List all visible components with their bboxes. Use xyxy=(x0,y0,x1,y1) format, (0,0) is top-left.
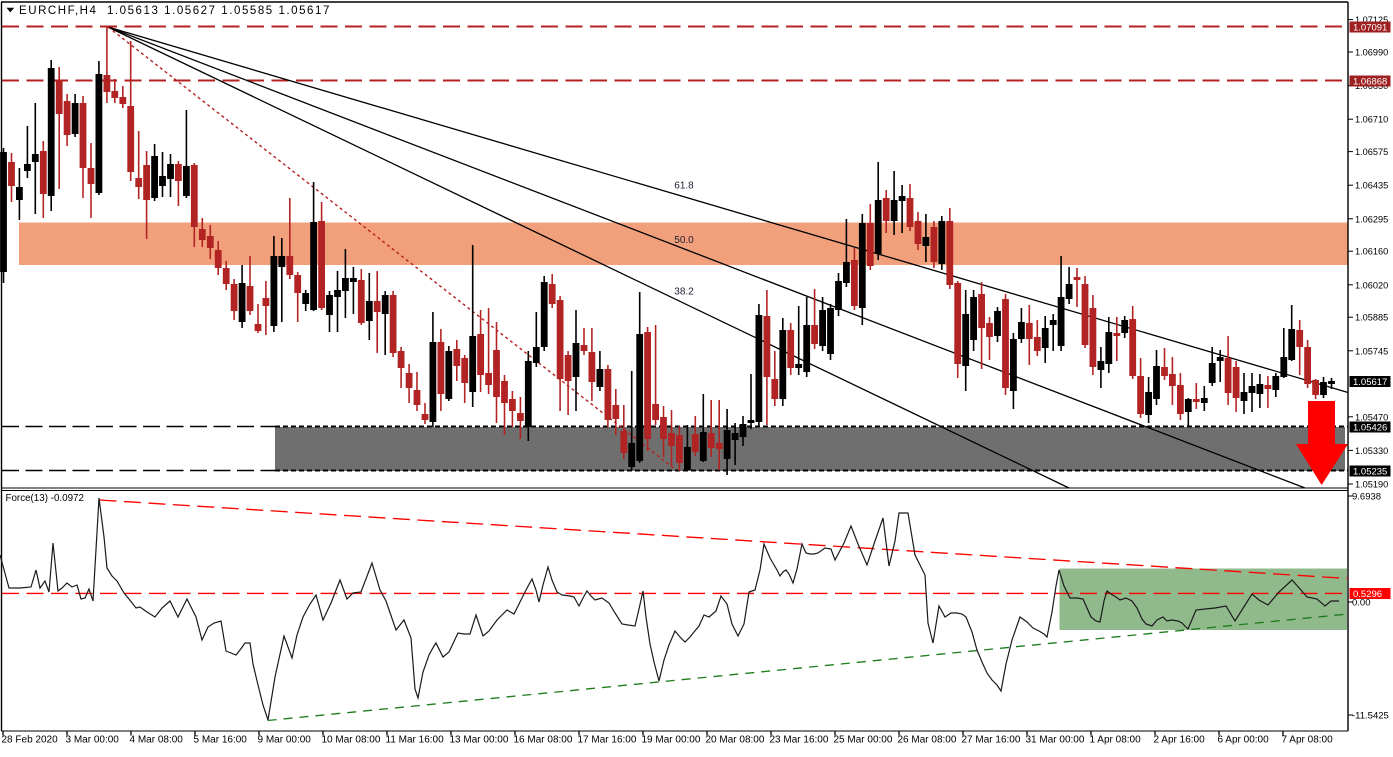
svg-text:7 Apr 08:00: 7 Apr 08:00 xyxy=(1282,735,1334,746)
svg-text:1.07125: 1.07125 xyxy=(1355,15,1388,25)
svg-text:9.6938: 9.6938 xyxy=(1352,492,1381,503)
svg-text:1.07091: 1.07091 xyxy=(1353,23,1387,34)
svg-text:50.0: 50.0 xyxy=(674,235,694,246)
svg-text:1.05330: 1.05330 xyxy=(1355,446,1388,456)
svg-text:1 Apr 08:00: 1 Apr 08:00 xyxy=(1090,735,1142,746)
svg-text:28 Feb 2020: 28 Feb 2020 xyxy=(2,735,59,746)
svg-text:31 Mar 00:00: 31 Mar 00:00 xyxy=(1026,735,1085,746)
svg-text:3 Mar 00:00: 3 Mar 00:00 xyxy=(66,735,120,746)
svg-text:1.05885: 1.05885 xyxy=(1355,313,1388,323)
svg-text:1.06575: 1.06575 xyxy=(1355,147,1388,157)
svg-text:25 Mar 00:00: 25 Mar 00:00 xyxy=(834,735,893,746)
svg-text:13 Mar 00:00: 13 Mar 00:00 xyxy=(450,735,509,746)
svg-text:1.06990: 1.06990 xyxy=(1355,48,1388,58)
svg-text:1.05190: 1.05190 xyxy=(1355,480,1388,490)
svg-text:1.05426: 1.05426 xyxy=(1353,423,1387,434)
svg-text:19 Mar 00:00: 19 Mar 00:00 xyxy=(642,735,701,746)
svg-text:Force(13) -0.0972: Force(13) -0.0972 xyxy=(6,493,84,504)
svg-text:-11.5425: -11.5425 xyxy=(1352,711,1389,722)
svg-text:1.06295: 1.06295 xyxy=(1355,214,1388,224)
svg-text:11 Mar 16:00: 11 Mar 16:00 xyxy=(386,735,445,746)
svg-text:2 Apr 16:00: 2 Apr 16:00 xyxy=(1154,735,1206,746)
svg-text:4 Mar 08:00: 4 Mar 08:00 xyxy=(130,735,184,746)
svg-text:16 Mar 08:00: 16 Mar 08:00 xyxy=(514,735,573,746)
svg-text:1.05470: 1.05470 xyxy=(1355,412,1388,422)
svg-text:27 Mar 16:00: 27 Mar 16:00 xyxy=(962,735,1021,746)
svg-text:1.06160: 1.06160 xyxy=(1355,247,1388,257)
svg-text:1.06020: 1.06020 xyxy=(1355,280,1388,290)
svg-text:1.06435: 1.06435 xyxy=(1355,181,1388,191)
svg-text:6 Apr 00:00: 6 Apr 00:00 xyxy=(1218,735,1270,746)
svg-text:10 Mar 08:00: 10 Mar 08:00 xyxy=(322,735,381,746)
svg-text:26 Mar 08:00: 26 Mar 08:00 xyxy=(898,735,957,746)
svg-text:1.06710: 1.06710 xyxy=(1355,115,1388,125)
svg-text:0.5296: 0.5296 xyxy=(1353,589,1382,600)
svg-text:1.05235: 1.05235 xyxy=(1353,467,1387,478)
svg-text:61.8: 61.8 xyxy=(674,181,694,192)
svg-text:0.00: 0.00 xyxy=(1352,598,1371,609)
svg-text:1.05745: 1.05745 xyxy=(1355,346,1388,356)
svg-text:5 Mar 16:00: 5 Mar 16:00 xyxy=(194,735,248,746)
svg-text:EURCHF,H4 1.05613 1.05627 1.0: EURCHF,H4 1.05613 1.05627 1.05585 1.0561… xyxy=(19,5,331,17)
svg-text:1.06868: 1.06868 xyxy=(1353,77,1387,88)
svg-text:20 Mar 08:00: 20 Mar 08:00 xyxy=(706,735,765,746)
svg-text:23 Mar 16:00: 23 Mar 16:00 xyxy=(770,735,829,746)
svg-text:1.05617: 1.05617 xyxy=(1353,377,1387,388)
svg-text:38.2: 38.2 xyxy=(674,287,694,298)
svg-text:17 Mar 16:00: 17 Mar 16:00 xyxy=(578,735,637,746)
svg-text:9 Mar 00:00: 9 Mar 00:00 xyxy=(258,735,312,746)
